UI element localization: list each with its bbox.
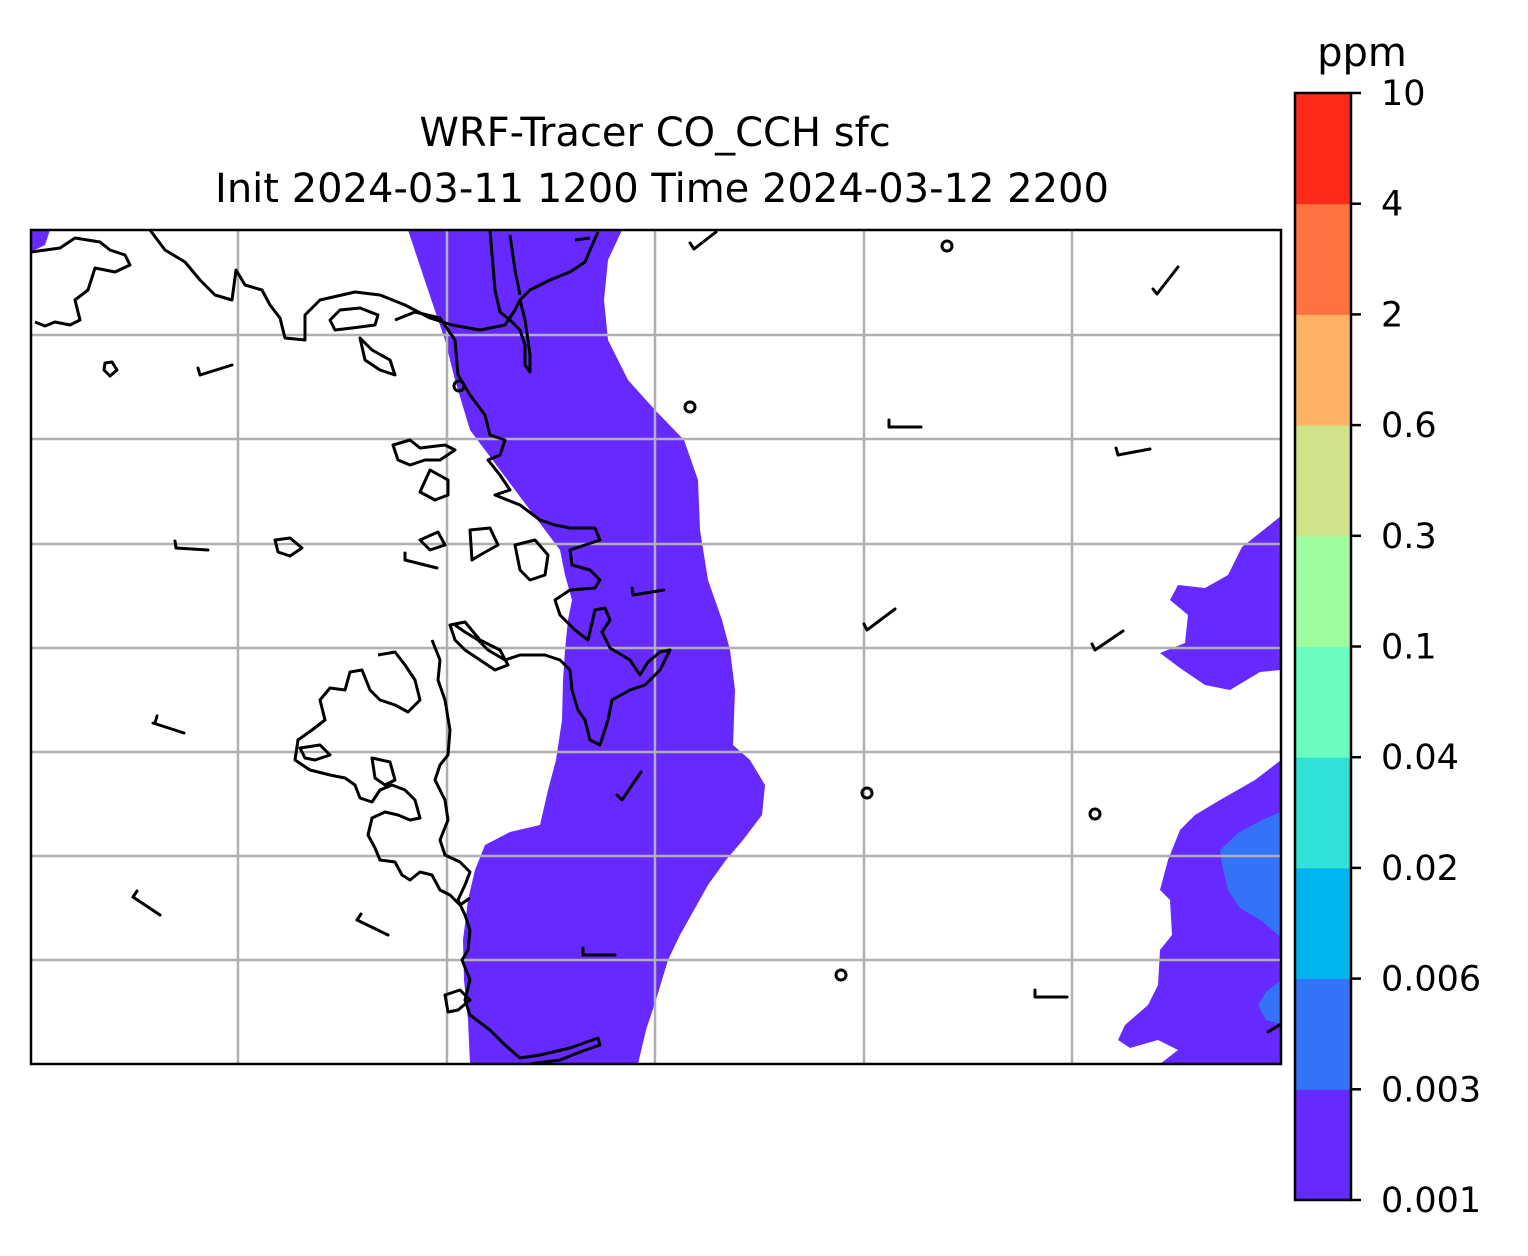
colorbar-bands [1295,93,1351,1201]
tracer-corner-nw [31,230,50,252]
plot-title-line2: Init 2024-03-11 1200 Time 2024-03-12 220… [215,166,1109,212]
calm-wind-circle [452,379,466,393]
colorbar-tick-label: 10 [1381,74,1426,114]
calm-wind-circle [683,400,697,414]
tracer-patch-southeast-level2b [1258,980,1281,1024]
coastline-islands-2 [273,536,304,558]
calm-wind-circle [940,239,954,253]
wind-barb [131,889,162,917]
colorbar-band [1295,757,1351,869]
coastline-inlet [328,306,380,332]
colorbar-band [1295,93,1351,205]
colorbar: 0.001 0.003 0.006 0.02 0.04 0.1 0.3 0.6 2 4 10 ppm [1293,30,1481,1221]
coastline-south-sound [430,639,602,1064]
wind-barb [403,551,439,570]
colorbar-tick-label: 2 [1381,295,1403,335]
coastline-peninsula [394,310,672,747]
colorbar-tick-label: 0.003 [1381,1070,1481,1110]
colorbar-tick-label: 0.02 [1381,849,1459,889]
wind-barb [887,418,923,429]
colorbar-band [1295,867,1351,980]
colorbar-tick-label: 0.3 [1381,517,1437,557]
coastline-inlet-2 [448,620,510,672]
plot-title-line1: WRF-Tracer CO_CCH sfc [419,110,890,156]
calm-wind-circle [1088,807,1102,821]
coastline-west-sound [293,650,471,907]
coastline-islands-5 [513,538,550,582]
colorbar-tick-label: 0.6 [1381,406,1437,446]
coastline-lake-3 [574,236,591,242]
colorbar-band [1295,1089,1351,1201]
map-border [29,228,1283,1066]
coastline-islands-3 [418,530,447,552]
wind-barb [196,363,234,377]
colorbar-tick-label: 0.006 [1381,960,1481,1000]
wind-barb [862,607,897,632]
wind-barb [1114,446,1152,457]
gridlines [31,230,1281,1064]
wind-barb [151,714,186,735]
wind-barb [581,946,617,957]
calm-wind-circle [860,786,874,800]
wind-barb [1090,629,1125,652]
colorbar-tick-label: 0.1 [1381,628,1437,668]
colorbar-band [1295,535,1351,647]
wind-barb [615,770,643,802]
coastline-north [31,236,132,328]
colorbar-tick-label: 4 [1381,185,1403,225]
coastline-west-fingers [391,438,457,467]
colorbar-band [1295,425,1351,537]
wind-barb [173,539,210,552]
coastline-islands-4 [468,526,500,562]
wind-barb [355,912,390,937]
colorbar-band [1295,978,1351,1090]
colorbar-band [1295,314,1351,426]
calm-wind-circle [834,968,848,982]
colorbar-unit-label: ppm [1317,30,1407,76]
coastline-south-inlet [443,988,472,1014]
coastline-north-2 [148,230,522,342]
wind-barb [688,230,718,251]
wind-barb [1266,1022,1281,1034]
coastline-island-small [102,360,119,378]
wind-barbs [131,230,1281,1034]
calm-wind-markers [452,239,1102,982]
wind-barb [1033,988,1069,999]
colorbar-tick-label: 0.001 [1381,1181,1481,1221]
coastline-bay-islands-2 [298,743,332,762]
coastline-lake-2 [508,234,522,296]
colorbar-ticks: 0.001 0.003 0.006 0.02 0.04 0.1 0.3 0.6 2 4 10 [1351,74,1481,1221]
map-panel [31,230,1281,1064]
coastline-lake [488,230,600,374]
wind-barb [630,586,666,597]
wind-barb [1151,265,1180,296]
coastline-islands-1 [358,336,397,377]
colorbar-tick-label: 0.04 [1381,738,1459,778]
colorbar-band [1295,646,1351,758]
coastline-hood-canal [418,468,450,502]
coastline-bay-islands [370,756,397,787]
tracer-patch-southeast-level2 [1220,812,1281,937]
colorbar-band [1295,203,1351,315]
tracer-patch-east [1160,516,1281,690]
coastlines [31,230,672,1064]
